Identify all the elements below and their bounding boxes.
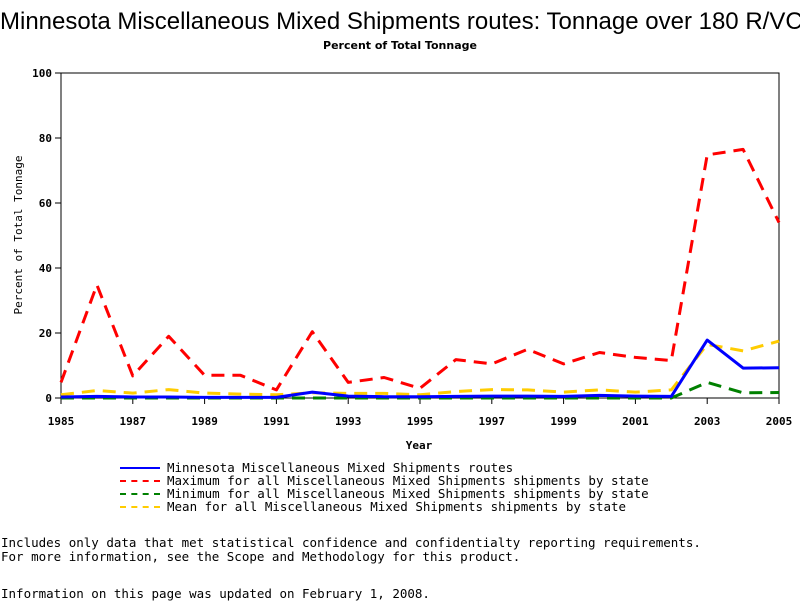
legend-label: Mean for all Miscellaneous Mixed Shipmen… [167, 499, 626, 514]
legend: Minnesota Miscellaneous Mixed Shipments … [120, 461, 649, 513]
legend-swatch [120, 493, 160, 495]
x-tick-label: 1989 [191, 415, 218, 428]
y-tick-label: 20 [39, 327, 52, 340]
axes: 0 20 40 60 80 100 1985 1987 1989 1991 1993 1995 1997… [32, 67, 792, 428]
x-tick-label: 1997 [479, 415, 506, 428]
footnotes: Includes only data that met statistical … [1, 536, 701, 564]
x-tick-label: 2005 [766, 415, 793, 428]
x-tick-label: 1987 [120, 415, 147, 428]
legend-item: Mean for all Miscellaneous Mixed Shipmen… [120, 500, 649, 513]
x-tick-label: 1993 [335, 415, 362, 428]
series-line-1 [61, 149, 779, 390]
y-axis-label: Percent of Total Tonnage [12, 156, 25, 315]
y-tick-label: 40 [39, 262, 52, 275]
y-tick-label: 60 [39, 197, 52, 210]
x-axis-label: Year [406, 439, 433, 452]
x-tick-label: 1995 [407, 415, 434, 428]
y-tick-label: 0 [45, 392, 52, 405]
plot-frame [61, 73, 779, 398]
footnote-scope: For more information, see the Scope and … [1, 550, 701, 564]
series-layer [61, 149, 779, 398]
y-tick-label: 80 [39, 132, 52, 145]
x-tick-label: 2003 [694, 415, 721, 428]
x-tick-label: 2001 [622, 415, 649, 428]
line-chart: 0 20 40 60 80 100 1985 1987 1989 1991 1993 1995 1997… [0, 0, 800, 460]
y-tick-label: 100 [32, 67, 52, 80]
updated-note: Information on this page was updated on … [1, 586, 430, 601]
legend-swatch [120, 506, 160, 508]
legend-swatch [120, 467, 160, 469]
x-tick-label: 1999 [550, 415, 577, 428]
footnote-confidence: Includes only data that met statistical … [1, 536, 701, 550]
x-tick-label: 1985 [48, 415, 75, 428]
legend-swatch [120, 480, 160, 482]
x-tick-label: 1991 [263, 415, 290, 428]
